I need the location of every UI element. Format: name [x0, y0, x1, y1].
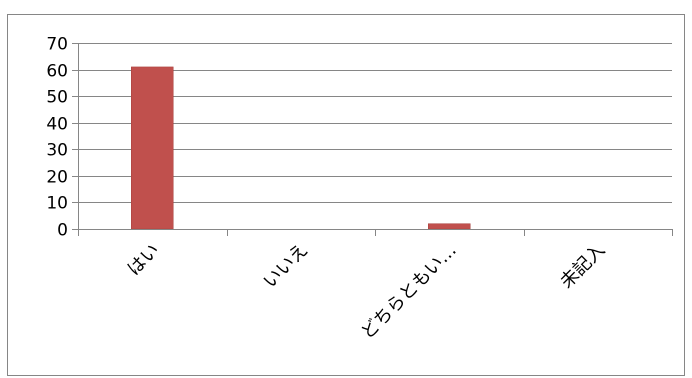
y-tick-label-20: 20: [46, 168, 68, 188]
chart-border: [7, 14, 685, 376]
gridlines: [78, 43, 672, 203]
y-tick-labels: 0 10 20 30 40 50 60 70: [46, 35, 68, 241]
y-tick-label-40: 40: [46, 115, 68, 135]
bar-0: [131, 66, 174, 230]
y-tick-label-0: 0: [57, 221, 68, 241]
bar-2: [428, 223, 471, 230]
axes: [72, 43, 673, 236]
y-tick-label-10: 10: [46, 194, 68, 214]
y-tick-label-30: 30: [46, 141, 68, 161]
y-tick-label-50: 50: [46, 88, 68, 108]
y-tick-label-60: 60: [46, 62, 68, 82]
y-tick-label-70: 70: [46, 35, 68, 55]
